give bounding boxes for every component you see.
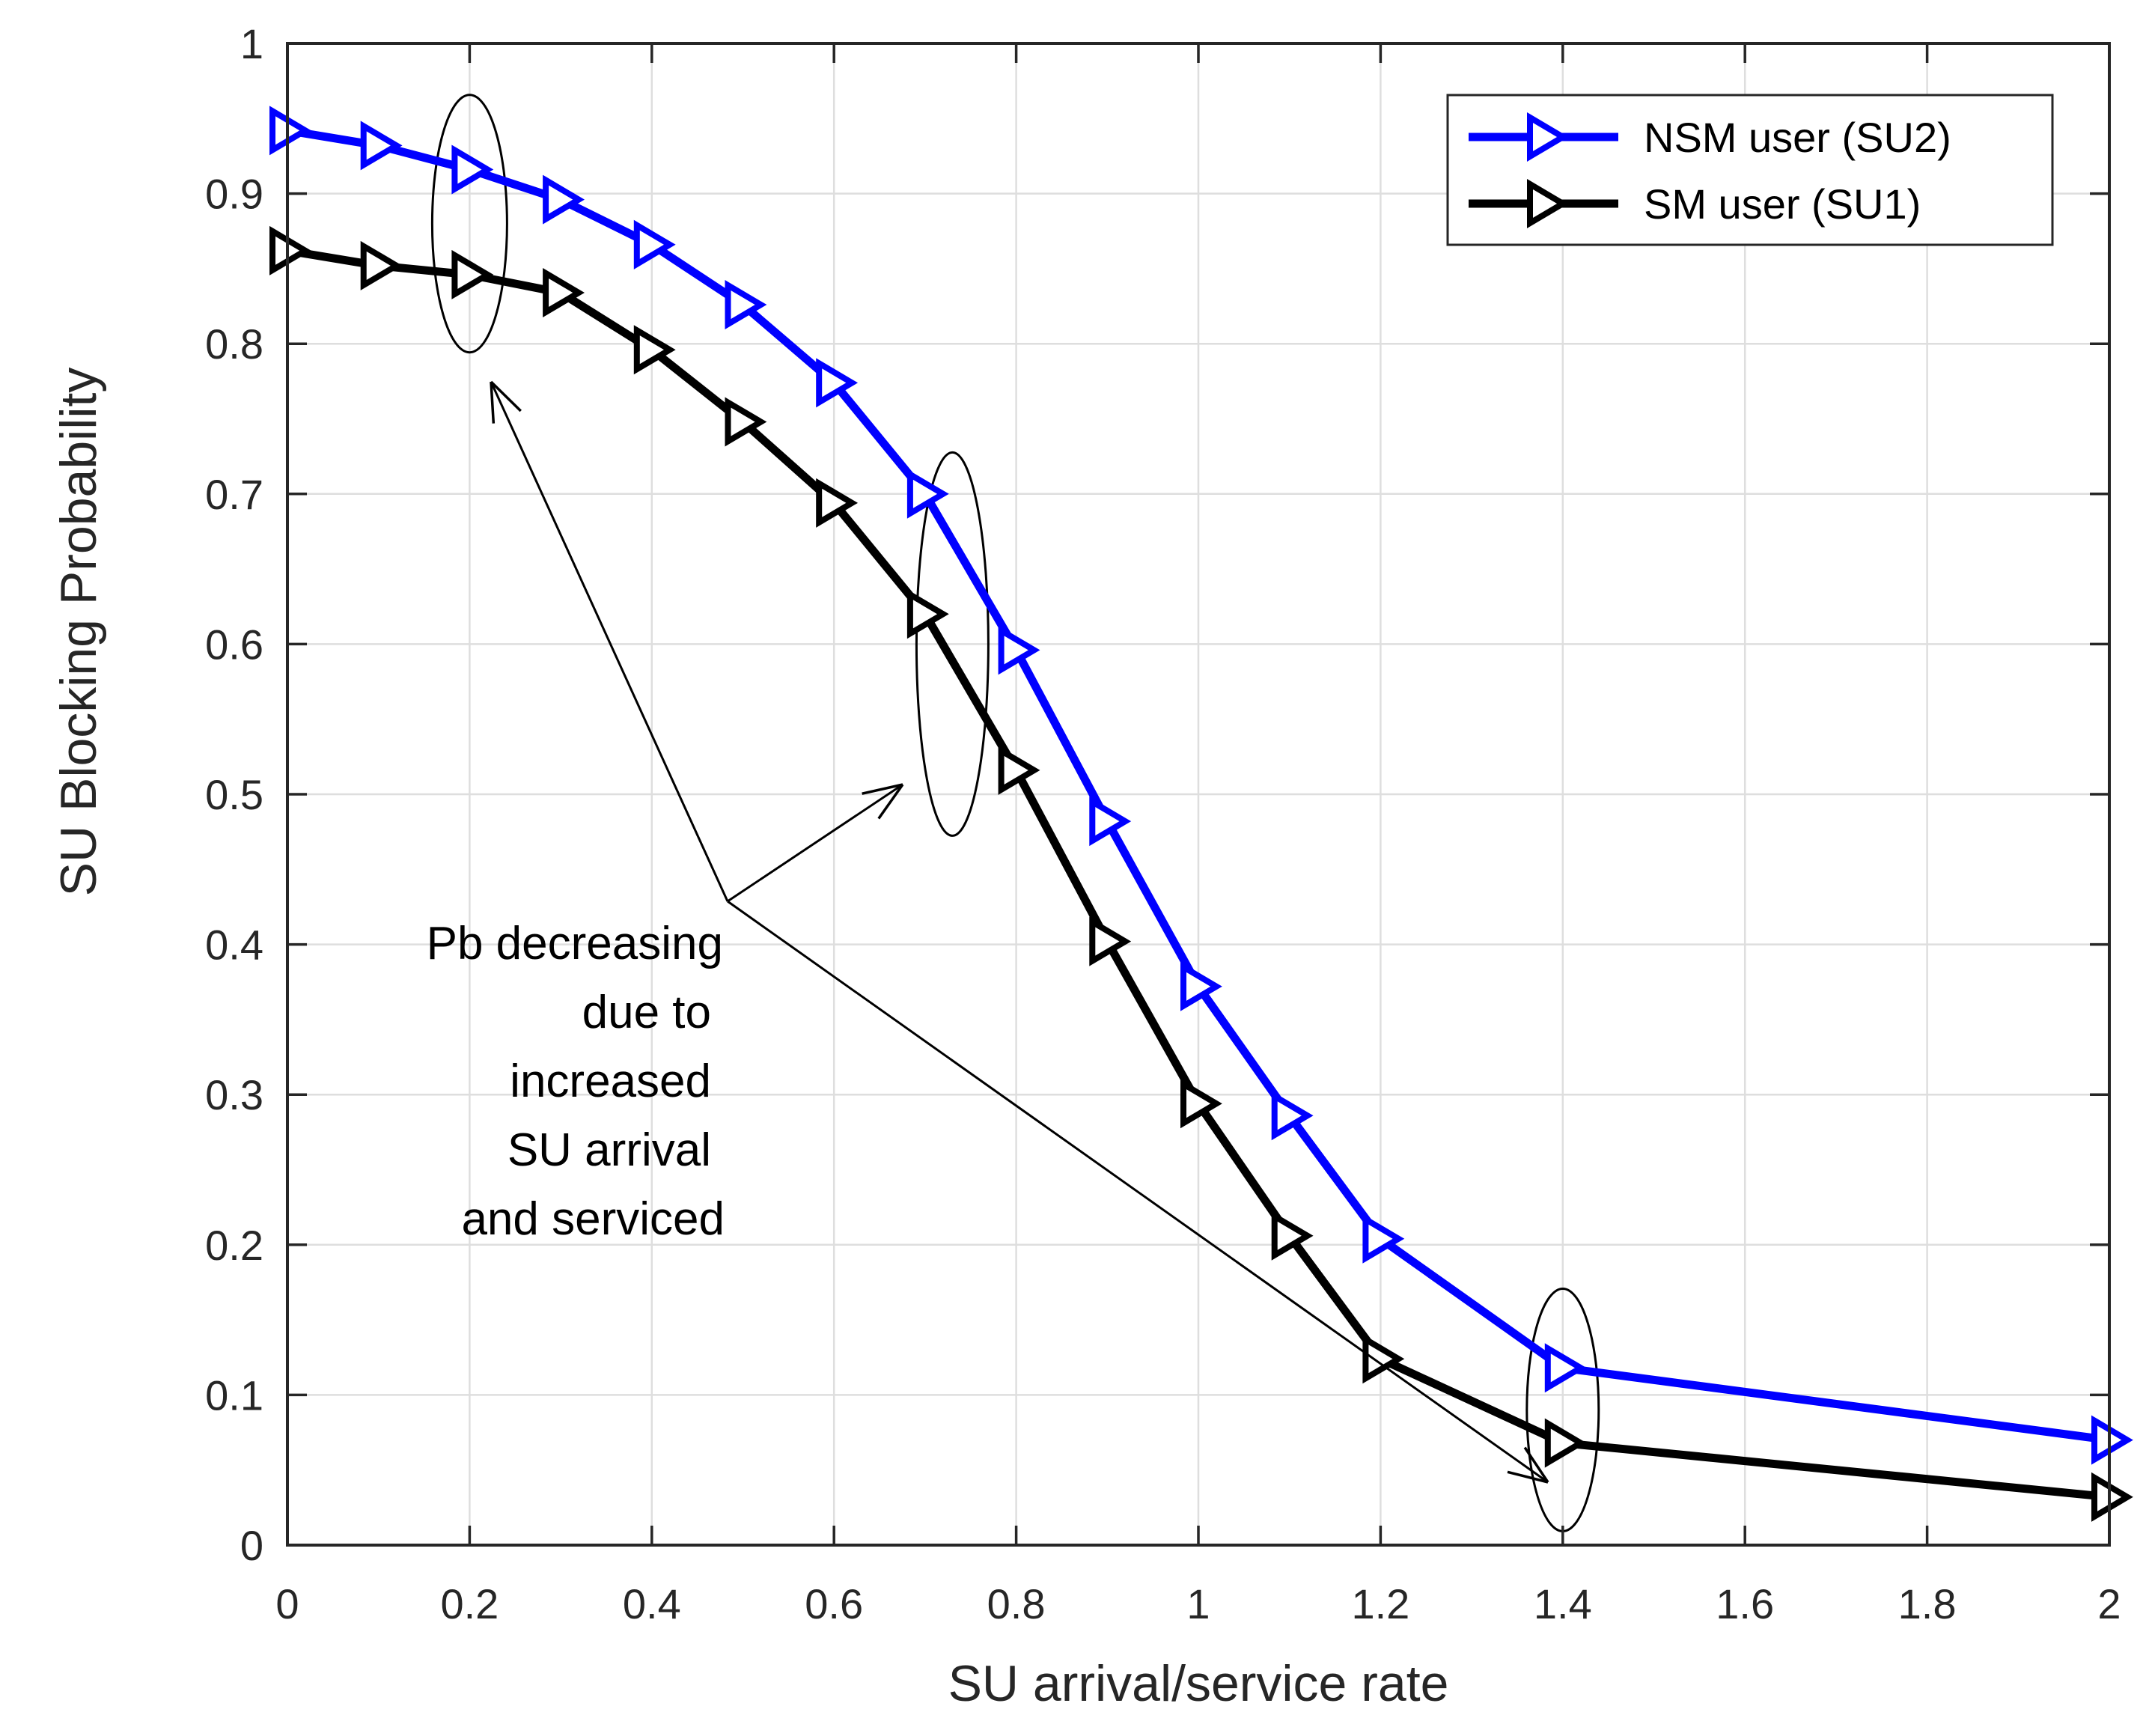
legend-label-sm: SM user (SU1) xyxy=(1644,180,1921,228)
series-2-point-4 xyxy=(543,267,585,318)
y-tick-label-4: 0.4 xyxy=(205,922,263,969)
series-1-point-13 xyxy=(1362,1213,1405,1264)
legend-marker-sm xyxy=(1527,178,1569,229)
legend-marker-nsm xyxy=(1527,112,1569,162)
x-tick-label-4: 0.8 xyxy=(987,1580,1046,1627)
legend: NSM user (SU2) SM user (SU1) xyxy=(1446,94,2054,246)
y-tick-label-6: 0.6 xyxy=(205,621,263,668)
x-tick-label-2: 0.4 xyxy=(623,1580,681,1627)
y-tick-label-8: 0.8 xyxy=(205,320,263,368)
series-2-point-5 xyxy=(633,325,676,375)
y-tick-label-5: 0.5 xyxy=(205,771,263,818)
arrow-to-second-ellipse-head xyxy=(862,783,904,820)
series-1 xyxy=(269,106,2133,1465)
arrow-to-third-ellipse-head xyxy=(1507,1446,1549,1484)
arrow-to-first-ellipse-head xyxy=(490,380,522,424)
y-tick-label-7: 0.7 xyxy=(205,471,263,518)
annotation-line-3: increased xyxy=(510,1056,711,1107)
annotation: Pb decreasing due to increased SU arriva… xyxy=(427,380,1549,1484)
y-tick-label-3: 0.3 xyxy=(205,1071,263,1118)
highlight-ellipse-2 xyxy=(915,451,990,837)
x-tick-label-10: 2 xyxy=(2097,1580,2121,1627)
x-tick-label-7: 1.4 xyxy=(1534,1580,1592,1627)
arrow-to-first-ellipse-shaft xyxy=(490,381,729,902)
legend-label-nsm: NSM user (SU2) xyxy=(1644,114,1951,161)
y-tick-label-2: 0.2 xyxy=(205,1222,263,1269)
x-tick-label-1: 0.2 xyxy=(440,1580,499,1627)
series-1-point-6 xyxy=(725,280,767,330)
series-2-point-7 xyxy=(816,478,859,528)
series-1-point-4 xyxy=(543,174,585,225)
series-2-point-11 xyxy=(1180,1079,1222,1129)
grid xyxy=(287,43,2109,1545)
x-tick-label-3: 0.6 xyxy=(805,1580,863,1627)
annotation-arrows xyxy=(490,380,1549,1484)
series-2-point-6 xyxy=(725,397,767,447)
series-1-point-2 xyxy=(360,121,403,171)
arrow-to-second-ellipse-shaft xyxy=(727,783,903,903)
y-tick-label-0: 0 xyxy=(240,1522,263,1569)
y-tick-label-9: 0.9 xyxy=(205,171,263,218)
series-2-point-14 xyxy=(1544,1418,1587,1468)
x-tick-label-0: 0 xyxy=(275,1580,299,1627)
series-1-point-8 xyxy=(906,469,949,519)
x-tick-label-9: 1.8 xyxy=(1898,1580,1957,1627)
series-1-point-10 xyxy=(1089,797,1132,847)
legend-box xyxy=(1446,94,2054,246)
arrow-to-third-ellipse-shaft xyxy=(727,900,1549,1484)
series-2-point-8 xyxy=(906,589,949,639)
series-2-point-12 xyxy=(1271,1210,1314,1261)
series-1-point-9 xyxy=(998,625,1040,675)
annotation-line-4: SU arrival xyxy=(507,1124,711,1176)
series-2-point-2 xyxy=(360,240,403,290)
series-1-point-5 xyxy=(633,219,676,269)
x-tick-label-8: 1.6 xyxy=(1716,1580,1774,1627)
axis-ticks: 0 0.2 0.4 0.6 0.8 1 1.2 1.4 1.6 1.8 2 0 0.1 0.2 0.3 0.4… xyxy=(205,20,2121,1627)
series-2-point-9 xyxy=(998,745,1040,795)
series-2-point-10 xyxy=(1089,916,1132,966)
x-axis-label: SU arrival/service rate xyxy=(948,1655,1449,1712)
series-1-point-3 xyxy=(451,144,494,195)
series-2-point-13 xyxy=(1362,1334,1405,1384)
series-1-point-12 xyxy=(1271,1091,1314,1141)
highlight-ellipse-1 xyxy=(430,94,508,354)
series-1-point-14 xyxy=(1544,1343,1587,1393)
series-layer xyxy=(269,106,2133,1522)
series-1-point-11 xyxy=(1180,961,1222,1011)
series-2 xyxy=(269,225,2133,1522)
x-tick-label-6: 1.2 xyxy=(1351,1580,1409,1627)
annotation-line-5: and serviced xyxy=(461,1193,725,1245)
annotation-line-2: due to xyxy=(582,987,711,1038)
y-axis-label: SU Blocking Probability xyxy=(50,368,107,897)
annotation-line-1: Pb decreasing xyxy=(427,918,723,969)
y-tick-label-1: 0.1 xyxy=(205,1371,263,1419)
series-2-point-3 xyxy=(451,249,494,299)
x-tick-label-5: 1 xyxy=(1186,1580,1210,1627)
series-1-point-7 xyxy=(816,358,859,408)
y-tick-label-10: 1 xyxy=(240,20,263,67)
